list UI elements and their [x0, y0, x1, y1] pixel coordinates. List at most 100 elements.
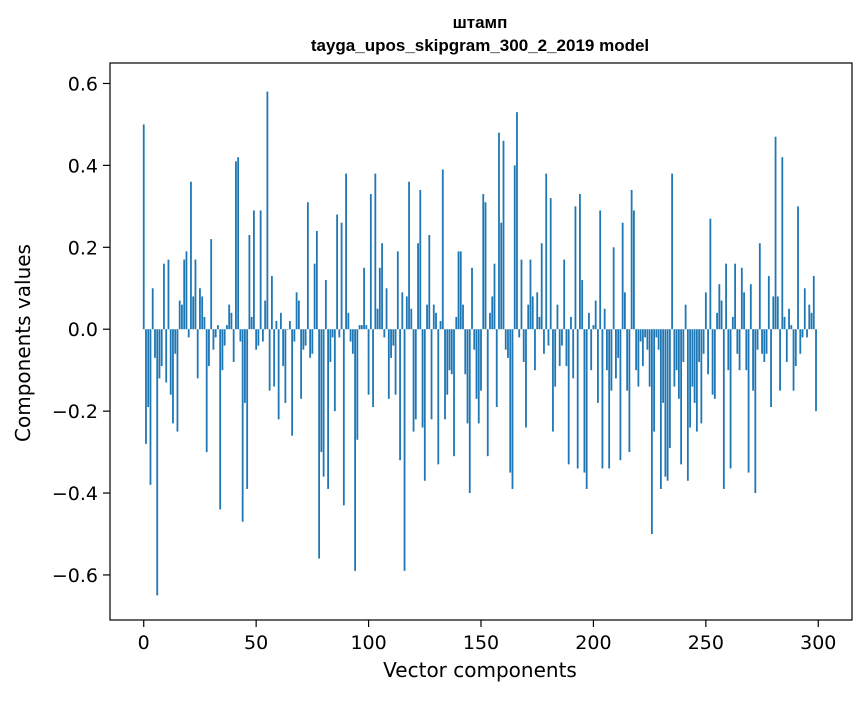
bar-291	[797, 206, 799, 330]
bar-77	[315, 230, 318, 330]
bar-253	[711, 329, 714, 395]
bar-153	[486, 329, 489, 457]
bar-298	[812, 275, 815, 330]
bar-173	[531, 296, 534, 330]
bar-230	[659, 329, 662, 489]
bar-211	[617, 329, 620, 358]
bar-43	[239, 329, 242, 342]
bar-63	[284, 329, 287, 403]
bar-234	[668, 329, 671, 448]
bar-275	[761, 329, 763, 354]
bar-214	[624, 292, 626, 330]
bar-284	[781, 157, 784, 330]
bar-19	[185, 251, 188, 330]
bar-278	[767, 275, 770, 330]
y-tick-label: 0.4	[68, 155, 98, 177]
bar-241	[684, 304, 687, 330]
bar-22	[192, 296, 195, 330]
bar-150	[480, 329, 482, 391]
bar-161	[504, 329, 507, 350]
bar-271	[752, 329, 754, 391]
bar-187	[563, 259, 566, 330]
bar-139	[455, 316, 458, 330]
bar-148	[475, 329, 478, 399]
y-tick-label: 0.2	[68, 237, 98, 259]
bar-212	[619, 329, 622, 461]
bar-28	[205, 329, 208, 453]
bar-233	[666, 329, 669, 481]
bar-72	[304, 329, 307, 346]
bar-250	[704, 292, 707, 330]
bar-136	[448, 329, 451, 371]
bar-195	[581, 280, 584, 330]
bar-111	[392, 329, 395, 346]
bar-8	[160, 329, 163, 367]
bar-33	[217, 325, 219, 330]
bar-151	[482, 194, 485, 330]
bar-5	[154, 329, 156, 358]
bar-149	[477, 329, 480, 424]
bar-240	[682, 329, 685, 362]
y-axis-label: Components values	[11, 244, 35, 442]
bar-51	[257, 329, 260, 346]
bar-170	[525, 329, 527, 428]
bar-155	[491, 296, 494, 330]
bar-217	[630, 189, 633, 330]
bar-143	[464, 329, 467, 375]
bar-273	[756, 329, 759, 350]
bar-131	[437, 329, 440, 465]
bar-175	[536, 292, 539, 330]
bar-17	[181, 304, 183, 330]
bar-236	[673, 329, 676, 387]
bar-210	[615, 329, 617, 379]
x-tick-label: 200	[575, 632, 611, 654]
bar-112	[394, 329, 397, 395]
bar-270	[749, 284, 752, 330]
bar-147	[473, 329, 476, 350]
bar-272	[754, 329, 757, 494]
bar-260	[727, 329, 730, 371]
bar-129	[432, 304, 435, 330]
bar-183	[554, 329, 557, 387]
bar-238	[677, 329, 680, 399]
bar-98	[363, 267, 365, 330]
bar-277	[765, 329, 768, 354]
bar-37	[226, 325, 228, 330]
bar-138	[453, 329, 455, 457]
bar-160	[502, 140, 505, 330]
bar-36	[223, 329, 226, 346]
x-tick-label: 250	[688, 632, 724, 654]
bar-21	[190, 181, 192, 330]
bar-125	[423, 329, 426, 481]
bar-130	[435, 312, 437, 330]
bar-167	[518, 329, 521, 338]
bar-192	[574, 206, 577, 330]
bar-142	[462, 304, 464, 330]
bar-166	[516, 112, 518, 330]
bar-56	[268, 329, 271, 391]
bar-54	[264, 300, 267, 330]
bar-274	[758, 243, 761, 330]
bar-84	[331, 329, 334, 338]
bar-141	[459, 251, 462, 330]
bar-232	[664, 329, 667, 477]
bar-237	[675, 329, 678, 371]
bar-204	[601, 329, 604, 469]
bar-198	[588, 312, 590, 330]
bar-79	[320, 329, 323, 453]
bar-83	[329, 329, 332, 362]
bar-200	[592, 325, 595, 330]
bar-265	[738, 329, 741, 371]
bar-289	[792, 329, 795, 391]
bar-263	[734, 263, 736, 330]
bar-257	[720, 300, 723, 330]
bar-177	[540, 243, 543, 330]
bar-105	[378, 267, 381, 330]
bar-279	[770, 329, 772, 408]
bar-126	[426, 304, 428, 330]
bar-13	[172, 329, 174, 424]
bar-202	[597, 329, 599, 403]
bar-59	[275, 321, 278, 330]
bar-292	[799, 329, 802, 354]
bar-258	[722, 329, 725, 489]
